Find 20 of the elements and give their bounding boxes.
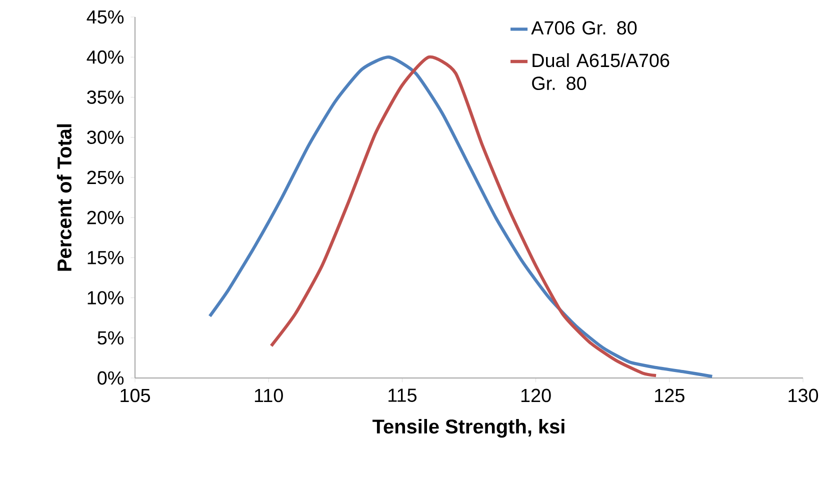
y-tick-label: 20%: [87, 210, 124, 224]
legend-label: Dual A615/A706 Gr. 80: [532, 53, 670, 90]
y-tick-label: 5%: [98, 331, 124, 345]
y-tick-label: 30%: [87, 130, 124, 144]
x-axis-title: Tensile Strength, ksi: [372, 418, 564, 438]
y-tick-label: 45%: [86, 10, 124, 24]
x-tick-label: 120: [521, 388, 551, 402]
x-tick-label: 110: [254, 388, 283, 402]
y-tick-label: 25%: [87, 170, 124, 184]
y-axis-title: Percent of Total: [56, 124, 72, 271]
x-tick-label: 125: [655, 388, 684, 402]
x-tick-label: 130: [788, 388, 818, 402]
y-tick-label: 40%: [86, 50, 124, 64]
x-tick-label: 105: [120, 388, 150, 402]
x-tick-label: 115: [388, 388, 416, 402]
y-tick-label: 15%: [88, 251, 124, 264]
y-tick-label: 0%: [98, 371, 124, 385]
legend-label: A706 Gr. 80: [531, 21, 637, 35]
y-tick-label: 10%: [88, 291, 124, 304]
y-tick-label: 35%: [87, 90, 124, 104]
